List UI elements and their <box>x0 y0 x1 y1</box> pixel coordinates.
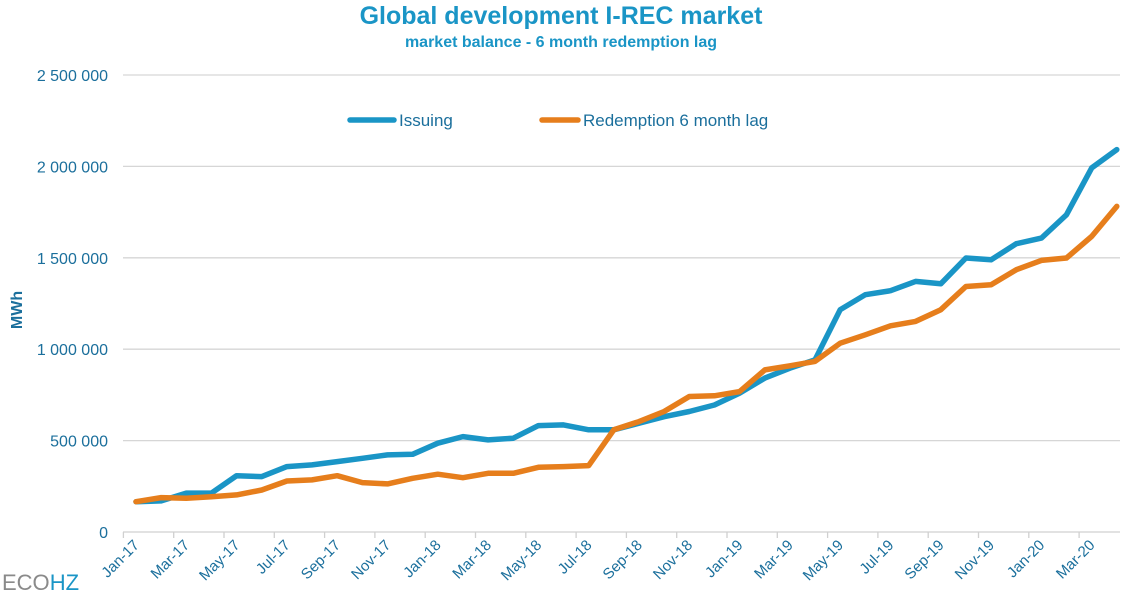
y-axis-label: MWh <box>9 291 26 329</box>
x-tick-label: Mar-20 <box>1053 537 1099 583</box>
ecohz-logo: ECOHZ <box>2 570 79 596</box>
x-tick-label: Nov-17 <box>348 537 394 583</box>
y-tick-label: 2 000 000 <box>37 159 108 176</box>
x-tick-label: Jan-18 <box>400 537 444 581</box>
y-tick-label: 1 000 000 <box>37 342 108 359</box>
x-tick-label: Sep-18 <box>600 537 646 583</box>
x-tick-label: May-18 <box>498 537 545 584</box>
x-tick-label: Nov-19 <box>952 537 998 583</box>
legend-label: Issuing <box>399 111 453 130</box>
x-tick-label: May-17 <box>196 537 243 584</box>
x-tick-label: Sep-19 <box>901 537 947 583</box>
x-tick-label: Nov-18 <box>650 537 696 583</box>
x-tick-label: Mar-19 <box>751 537 797 583</box>
y-tick-label: 2 500 000 <box>37 68 108 85</box>
series-line-issuing <box>133 146 1120 505</box>
x-tick-label: Jan-20 <box>1004 537 1048 581</box>
x-tick-label: Jan-17 <box>98 537 142 581</box>
x-tick-label: Jul-18 <box>555 537 596 578</box>
x-tick-label: Sep-17 <box>298 537 344 583</box>
legend-label: Redemption 6 month lag <box>583 111 768 130</box>
chart-title: Global development I-REC market <box>359 2 763 30</box>
y-tick-label: 500 000 <box>50 434 108 451</box>
y-tick-label: 0 <box>99 525 108 542</box>
y-tick-label: 1 500 000 <box>37 251 108 268</box>
x-tick-label: Mar-18 <box>449 537 495 583</box>
series-line-redemption <box>133 203 1120 505</box>
chart-subtitle: market balance - 6 month redemption lag <box>404 34 718 51</box>
logo-text-eco: ECO <box>2 570 50 595</box>
logo-text-hz: HZ <box>49 570 80 595</box>
x-tick-label: Mar-17 <box>148 537 194 583</box>
x-tick-label: May-19 <box>800 537 847 584</box>
x-tick-label: Jul-17 <box>253 537 294 578</box>
x-tick-label: Jul-19 <box>856 537 897 578</box>
x-tick-label: Jan-19 <box>702 537 746 581</box>
